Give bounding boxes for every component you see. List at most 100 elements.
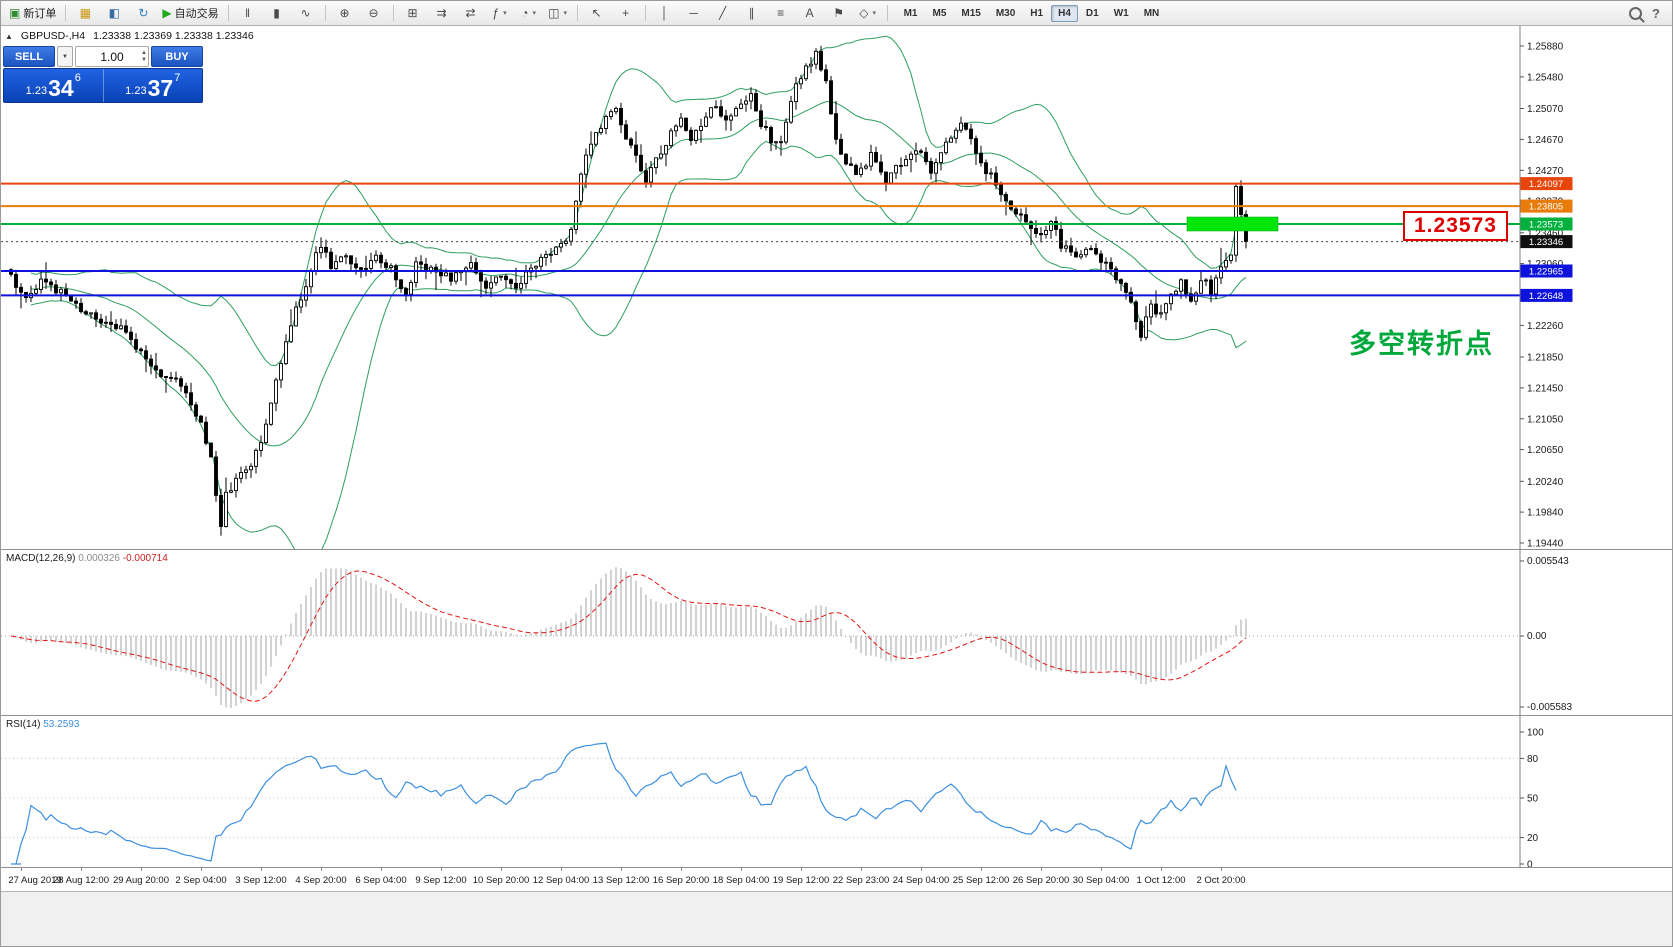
buy-button[interactable]: BUY bbox=[151, 46, 203, 67]
market-watch-button[interactable]: ◧ bbox=[100, 2, 128, 24]
timeframe-m30-button[interactable]: M30 bbox=[995, 7, 1016, 19]
price-tag: 1.22648 bbox=[1520, 288, 1573, 302]
indicators-button[interactable]: ƒ ▾ bbox=[486, 2, 514, 24]
cursor-button[interactable]: ↖ bbox=[583, 2, 611, 24]
profiles-button[interactable]: ▦ bbox=[71, 2, 99, 24]
zoom-out-button[interactable]: ⊖ bbox=[360, 2, 388, 24]
svg-text:0.005543: 0.005543 bbox=[1527, 556, 1569, 567]
time-axis[interactable]: 27 Aug 2019 28 Aug 12:00 29 Aug 20:00 2 Sep… bbox=[1, 867, 1672, 891]
timeframe-w1-button[interactable]: W1 bbox=[1113, 7, 1129, 19]
macd-axis[interactable]: 0.005543 0.00 -0.005583 bbox=[1520, 556, 1572, 713]
timeframe-h1-button[interactable]: H1 bbox=[1030, 7, 1044, 19]
time-label: 13 Sep 12:00 bbox=[592, 875, 650, 886]
time-tick bbox=[1041, 868, 1042, 871]
time-tick bbox=[321, 868, 322, 871]
time-tick bbox=[1221, 868, 1222, 871]
tile-windows-button[interactable]: ⊞ bbox=[399, 2, 427, 24]
buy-price[interactable]: 1.23 37 7 bbox=[102, 69, 203, 102]
bar-chart-button[interactable]: ‖ bbox=[234, 2, 262, 24]
chart-shift-button[interactable]: ⇉ bbox=[428, 2, 456, 24]
fibonacci-button[interactable]: ≡ bbox=[767, 2, 795, 24]
price-chart-panel[interactable]: 1.25880 1.25480 1.25070 1.24670 1.24270 1.238… bbox=[1, 26, 1673, 549]
zoom-out-icon: ⊖ bbox=[368, 6, 379, 20]
vertical-line-button[interactable]: │ bbox=[651, 2, 679, 24]
svg-text:1.19840: 1.19840 bbox=[1527, 508, 1564, 519]
time-tick bbox=[201, 868, 202, 871]
macd-canvas[interactable]: 0.005543 0.00 -0.005583 bbox=[1, 550, 1673, 715]
chart-region: 1.25880 1.25480 1.25070 1.24670 1.24270 1.238… bbox=[1, 26, 1673, 946]
trendline-button[interactable]: ╱ bbox=[709, 2, 737, 24]
sell-price[interactable]: 1.23 34 6 bbox=[25, 72, 81, 101]
line-chart-button[interactable]: ∿ bbox=[292, 2, 320, 24]
help-icon[interactable]: ? bbox=[1652, 5, 1660, 21]
price-chart-canvas[interactable]: 1.25880 1.25480 1.25070 1.24670 1.24270 1.238… bbox=[1, 26, 1673, 549]
candles bbox=[9, 45, 1248, 536]
shapes-icon: ◇ bbox=[859, 6, 869, 20]
time-label: 2 Oct 20:00 bbox=[1196, 875, 1246, 886]
new-order-button[interactable]: ▣ 新订单 bbox=[5, 2, 60, 24]
one-click-toggle-icon[interactable]: ▲ bbox=[5, 31, 13, 41]
templates-button[interactable]: ◫ ▾ bbox=[544, 2, 572, 24]
ohlc-label: 1.23338 1.23369 1.23338 1.23346 bbox=[93, 30, 254, 42]
svg-text:1.19440: 1.19440 bbox=[1527, 539, 1564, 550]
volume-input[interactable]: 1.00 ▲ ▼ bbox=[75, 46, 149, 67]
candlestick-chart-icon: ▮ bbox=[273, 6, 280, 20]
time-label: 6 Sep 04:00 bbox=[355, 875, 407, 886]
volume-spinner[interactable]: ▲ ▼ bbox=[141, 49, 147, 63]
label-button[interactable]: ⚑ bbox=[825, 2, 853, 24]
trendline-icon: ╱ bbox=[718, 6, 727, 20]
time-label: 24 Sep 04:00 bbox=[892, 875, 950, 886]
search-icon[interactable] bbox=[1629, 6, 1643, 20]
crosshair-button[interactable]: + bbox=[612, 2, 640, 24]
macd-panel[interactable]: 0.005543 0.00 -0.005583 MACD(12,26,9) 0.00… bbox=[1, 549, 1673, 715]
time-tick bbox=[621, 868, 622, 871]
turning-point-annotation: 多空转折点 bbox=[1349, 329, 1494, 359]
candlestick-chart-button[interactable]: ▮ bbox=[263, 2, 291, 24]
bottom-strip bbox=[1, 891, 1672, 946]
channel-icon: ∥ bbox=[748, 6, 755, 20]
time-label: 25 Sep 12:00 bbox=[952, 875, 1010, 886]
auto-trading-button-label: 自动交易 bbox=[174, 8, 219, 20]
timeframe-d1-button[interactable]: D1 bbox=[1085, 7, 1099, 19]
time-label: 27 Aug 2019 bbox=[8, 875, 62, 886]
time-tick bbox=[261, 868, 262, 871]
text-button[interactable]: A bbox=[796, 2, 824, 24]
price-callout: 1.23573 bbox=[1403, 211, 1508, 241]
time-label: 16 Sep 20:00 bbox=[652, 875, 710, 886]
navigator-button[interactable]: ↻ bbox=[129, 2, 157, 24]
zoom-in-button[interactable]: ⊕ bbox=[331, 2, 359, 24]
svg-text:1.25480: 1.25480 bbox=[1527, 72, 1564, 83]
timeframe-m1-button[interactable]: M1 bbox=[903, 7, 918, 19]
time-label: 22 Sep 23:00 bbox=[832, 875, 890, 886]
auto-trading-button[interactable]: ▶ 自动交易 bbox=[158, 2, 222, 24]
time-label: 18 Sep 04:00 bbox=[712, 875, 770, 886]
svg-text:1.25880: 1.25880 bbox=[1527, 42, 1564, 53]
sell-button[interactable]: SELL bbox=[3, 46, 55, 67]
auto-scroll-button[interactable]: ⇄ bbox=[457, 2, 485, 24]
templates-icon: ◫ bbox=[548, 6, 560, 20]
macd-signal-line bbox=[10, 570, 1247, 702]
time-tick bbox=[1161, 868, 1162, 871]
svg-text:1.20240: 1.20240 bbox=[1527, 477, 1564, 488]
time-label: 1 Oct 12:00 bbox=[1136, 875, 1186, 886]
rsi-canvas[interactable]: 100 80 50 20 0 bbox=[1, 716, 1673, 867]
channel-button[interactable]: ∥ bbox=[738, 2, 766, 24]
chart-shift-icon: ⇉ bbox=[436, 6, 447, 20]
horizontal-line-button[interactable]: ─ bbox=[680, 2, 708, 24]
timeframe-m15-button[interactable]: M15 bbox=[961, 7, 981, 19]
svg-text:1.22648: 1.22648 bbox=[1529, 291, 1563, 302]
timeframe-m5-button[interactable]: M5 bbox=[932, 7, 947, 19]
svg-text:1.25070: 1.25070 bbox=[1527, 104, 1564, 115]
dropdown-caret-icon: ▾ bbox=[503, 10, 507, 17]
rsi-panel[interactable]: 100 80 50 20 0 RSI(14) 53.2593 bbox=[1, 715, 1673, 867]
timeframe-mn-button[interactable]: MN bbox=[1143, 7, 1160, 19]
timeframe-h4-button[interactable]: H4 bbox=[1051, 4, 1078, 22]
svg-text:1.21050: 1.21050 bbox=[1527, 414, 1564, 425]
volume-dropdown-button[interactable]: ▼ bbox=[57, 46, 73, 67]
rsi-axis[interactable]: 100 80 50 20 0 bbox=[1520, 728, 1544, 868]
periods-button[interactable]: ◔ ▾ bbox=[515, 2, 543, 24]
toolbar-separator bbox=[392, 5, 394, 21]
shapes-button[interactable]: ◇ ▾ bbox=[854, 2, 882, 24]
toolbar-separator bbox=[65, 5, 67, 21]
